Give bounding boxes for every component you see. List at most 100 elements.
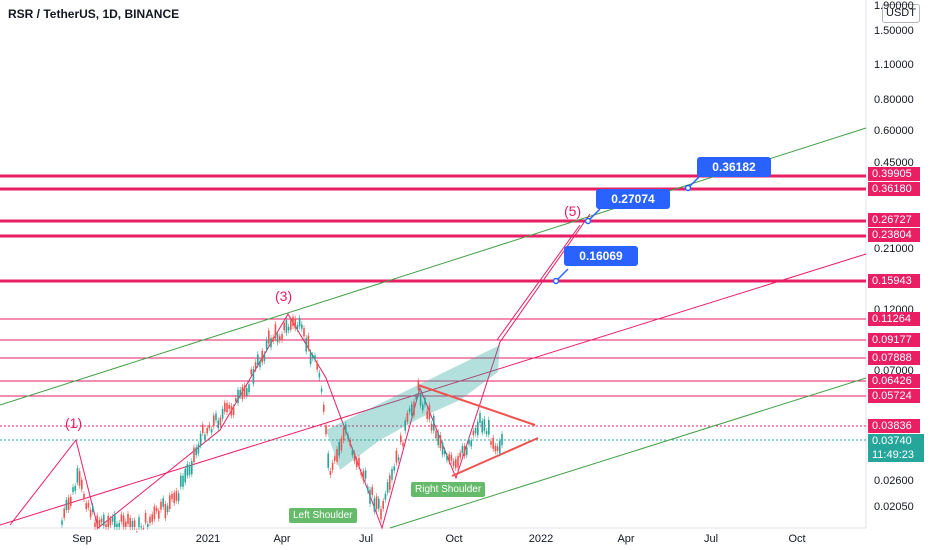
candle-body: [463, 445, 466, 457]
chart-title: RSR / TetherUS, 1D, BINANCE: [8, 7, 180, 21]
candle-body: [219, 417, 222, 425]
candle-body: [496, 446, 499, 451]
candle-body: [270, 338, 272, 348]
candle-body: [345, 424, 347, 433]
level-tag: 0.23804: [868, 228, 920, 242]
candle-body: [393, 466, 395, 471]
right-shoulder-label: Right Shoulder: [411, 482, 486, 497]
level-tag: 0.05724: [868, 389, 920, 403]
candle-body: [136, 531, 138, 533]
candle-body: [186, 464, 189, 476]
candle-body: [125, 521, 127, 527]
candle-body: [169, 495, 171, 509]
candle-body: [215, 413, 217, 421]
callout-anchor: [684, 184, 692, 192]
candle-body: [466, 447, 468, 456]
candle-body: [373, 498, 376, 512]
candle-body: [191, 461, 193, 475]
wave-label: (1): [65, 415, 83, 431]
candle-body: [276, 334, 279, 343]
candle-body: [285, 320, 288, 333]
candle-body: [193, 447, 195, 463]
candle-body: [257, 354, 259, 365]
wave-path: [9, 213, 591, 530]
x-tick-label: 2021: [195, 533, 221, 545]
candle-body: [283, 322, 285, 331]
candle-body: [400, 435, 402, 443]
candle-body: [118, 522, 120, 527]
current-price-tag: 0.03740: [868, 434, 924, 448]
candle-body: [248, 384, 250, 393]
candle-body: [336, 449, 338, 462]
candle-body: [94, 522, 96, 527]
candle-body: [217, 420, 219, 429]
candle-body: [184, 468, 186, 483]
candle-body: [160, 501, 162, 510]
candle-body: [349, 440, 351, 446]
candle-body: [501, 434, 503, 446]
candle-body: [408, 408, 411, 412]
candle-body: [485, 431, 488, 435]
candle-body: [153, 506, 156, 519]
candle-body: [287, 326, 290, 331]
candle-body: [268, 330, 270, 344]
level-tag: 0.07888: [868, 351, 920, 365]
candle-body: [452, 461, 455, 466]
candle-body: [461, 446, 464, 453]
candle-body: [272, 337, 274, 342]
x-tick-label: Sep: [72, 533, 92, 545]
candle-body: [210, 429, 213, 433]
candle-body: [426, 411, 428, 419]
candle-body: [87, 502, 90, 508]
candle-body: [230, 405, 233, 416]
level-tag: 0.03836: [868, 419, 920, 433]
candle-body: [318, 372, 321, 378]
candle-body: [303, 328, 305, 337]
candle-body: [433, 415, 435, 431]
candle-body: [175, 491, 178, 501]
candle-body: [424, 398, 426, 405]
currency-button[interactable]: USDT: [882, 4, 920, 23]
candle-body: [369, 489, 371, 504]
candle-body: [96, 515, 98, 527]
level-tag: 0.26727: [868, 213, 920, 227]
candle-body: [422, 404, 424, 411]
candle-body: [417, 381, 420, 391]
candle-body: [105, 524, 107, 527]
candle-body: [474, 428, 477, 434]
x-tick-label: Apr: [617, 533, 635, 545]
candle-body: [309, 352, 312, 365]
candle-body: [151, 514, 153, 522]
candle-body: [261, 351, 263, 363]
candle-body: [389, 475, 391, 490]
candle-body: [147, 524, 149, 527]
candle-body: [252, 369, 255, 384]
candle-body: [155, 508, 158, 512]
candle-body: [103, 514, 105, 526]
candle-body: [142, 528, 145, 530]
candle-body: [439, 435, 442, 449]
trend-line: [496, 224, 581, 341]
candle-body: [316, 362, 318, 370]
candle-body: [140, 526, 142, 528]
y-tick-label: 0.60000: [874, 125, 914, 137]
candle-body: [457, 456, 459, 468]
candle-body: [67, 497, 70, 511]
x-tick-label: Apr: [273, 533, 291, 545]
candle-body: [430, 423, 433, 431]
candle-body: [448, 454, 450, 462]
candle-body: [224, 402, 226, 412]
candle-body: [89, 509, 92, 518]
candle-body: [85, 503, 87, 509]
level-tag: 0.39905: [868, 167, 920, 181]
candle-body: [173, 492, 175, 503]
candle-body: [395, 450, 398, 463]
candle-body: [290, 320, 292, 330]
candle-body: [494, 445, 497, 452]
candle-body: [468, 439, 470, 445]
candle-body: [386, 482, 389, 493]
candle-body: [166, 505, 169, 513]
candle-body: [204, 434, 206, 440]
